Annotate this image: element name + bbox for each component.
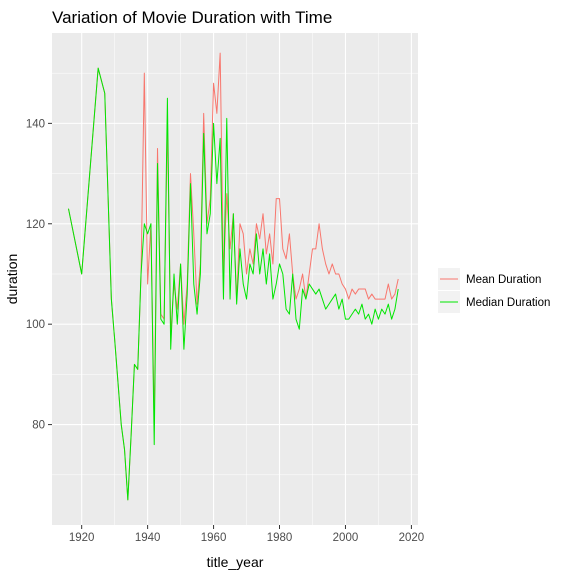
legend: Mean Duration Median Duration <box>438 268 550 313</box>
chart-title: Variation of Movie Duration with Time <box>52 8 332 27</box>
legend-label: Mean Duration <box>466 274 541 286</box>
legend-label: Median Duration <box>466 297 550 309</box>
series-line-median-duration <box>67 67 399 501</box>
y-tick-label: 80 <box>32 420 45 432</box>
y-tick-label: 120 <box>26 219 45 231</box>
plot-panel <box>52 33 418 525</box>
x-tick-label: 1980 <box>267 532 293 544</box>
x-axis: 1920 1940 1960 1980 2000 2020 <box>69 525 424 544</box>
x-axis-title: title_year <box>207 554 264 570</box>
y-axis: 80 100 120 140 <box>26 118 52 432</box>
series-lines <box>67 52 399 501</box>
x-tick-label: 2020 <box>399 532 425 544</box>
y-tick-label: 100 <box>26 319 45 331</box>
y-axis-title: duration <box>4 254 20 305</box>
x-tick-label: 2000 <box>333 532 359 544</box>
y-tick-label: 140 <box>26 118 45 130</box>
x-tick-label: 1920 <box>69 532 95 544</box>
x-tick-label: 1960 <box>201 532 227 544</box>
x-tick-label: 1940 <box>135 532 161 544</box>
gridlines <box>52 33 418 525</box>
